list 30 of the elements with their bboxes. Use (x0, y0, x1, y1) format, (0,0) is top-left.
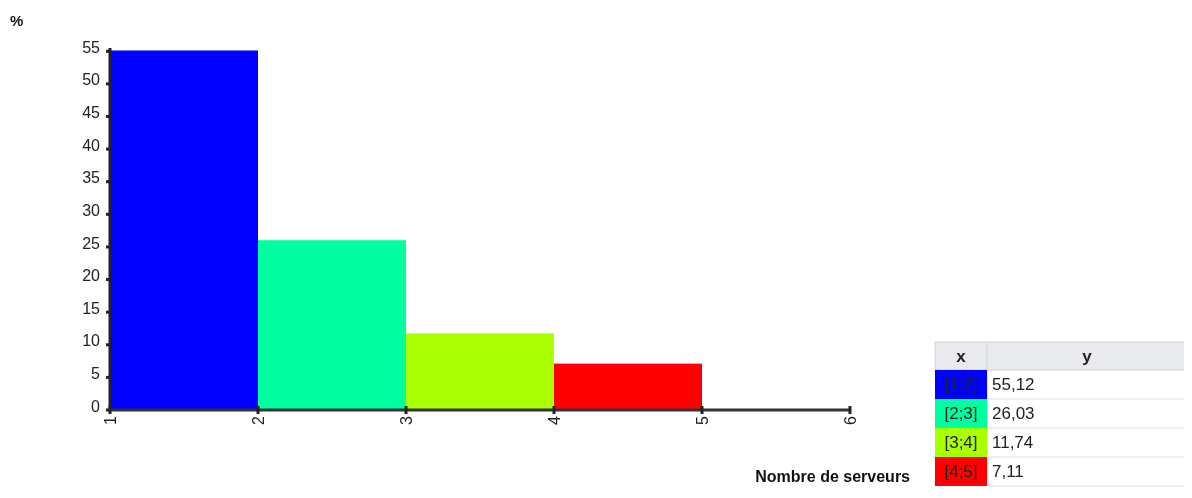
y-tick-label: 45 (82, 104, 101, 122)
text: 7,11 (992, 462, 1024, 481)
text: x (956, 347, 967, 366)
text: [4;5] (944, 462, 978, 481)
text: 11,74 (992, 433, 1034, 452)
x-tick-label: 1 (102, 415, 119, 425)
text: [3;4] (944, 433, 978, 452)
y-tick-label: 40 (82, 136, 101, 154)
y-tick-label: 0 (91, 397, 101, 415)
x-tick-label: 5 (694, 415, 711, 425)
x-axis-title: Nombre de serveurs (755, 468, 911, 485)
y-tick-label: 15 (82, 299, 101, 317)
x-tick-label: 2 (250, 415, 267, 425)
text: y (1082, 347, 1093, 366)
y-tick-label: 10 (82, 332, 101, 350)
y-tick-label: 5 (91, 364, 101, 382)
y-tick-label: 35 (82, 169, 101, 187)
x-tick-label: 6 (842, 415, 859, 425)
y-tick-label: 20 (82, 267, 101, 285)
x-tick-label: 3 (398, 415, 415, 425)
y-tick-label: 55 (82, 38, 101, 56)
text: [1;2] (944, 375, 978, 394)
y-tick-label: 30 (82, 201, 101, 219)
text: 55,12 (992, 375, 1035, 394)
y-tick-label: 50 (82, 71, 101, 89)
text: 26,03 (992, 404, 1035, 423)
x-tick-label: 4 (546, 415, 563, 425)
y-axis-title: % (10, 12, 24, 29)
text: [2;3] (944, 404, 978, 423)
y-tick-label: 25 (82, 234, 101, 252)
